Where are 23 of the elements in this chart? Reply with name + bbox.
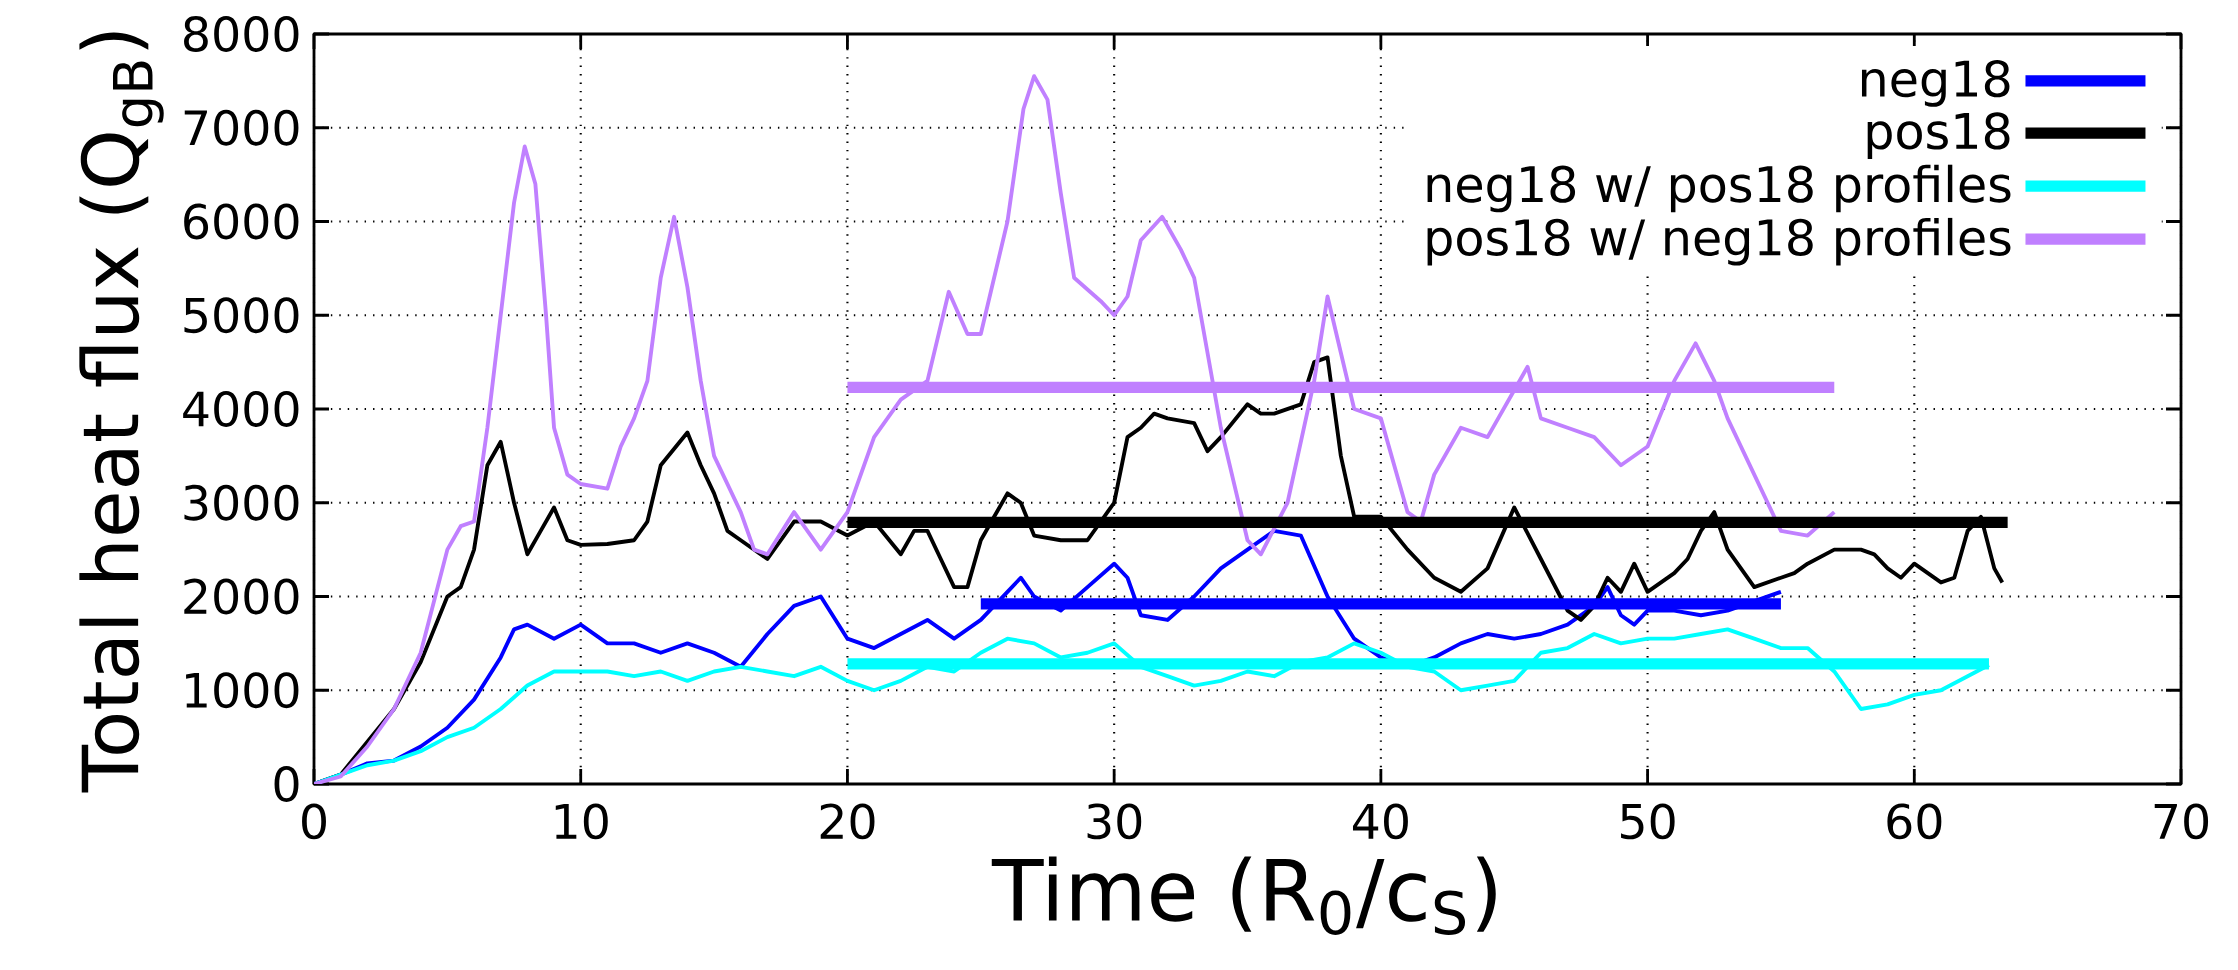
y-tick-label: 7000 bbox=[184, 109, 299, 146]
x-tick-label: 0 bbox=[302, 803, 326, 840]
y-tick-label: 5000 bbox=[184, 297, 299, 334]
y-tick-label: 6000 bbox=[184, 203, 299, 240]
y-tick-label: 2000 bbox=[184, 578, 299, 615]
x-tick-label: 70 bbox=[2154, 803, 2209, 840]
legend-label: neg18 bbox=[1861, 59, 2010, 107]
y-tick-label: 4000 bbox=[183, 391, 299, 427]
legend-label: pos18 w/ neg18 profiles bbox=[1427, 217, 2011, 266]
x-tick-label: 30 bbox=[1087, 803, 1142, 840]
x-tick-label: 40 bbox=[1352, 803, 1408, 840]
y-tick-label: 1000 bbox=[186, 672, 299, 709]
y-tick-label: 8000 bbox=[184, 16, 299, 52]
y-axis-title: Total heat flux (Q$_{gB}$) bbox=[79, 32, 164, 793]
x-tick-label: 60 bbox=[1887, 803, 1942, 840]
y-tick-label: 3000 bbox=[184, 484, 299, 521]
x-tick-label: 10 bbox=[555, 803, 608, 840]
x-tick-label: 20 bbox=[820, 803, 875, 840]
x-tick-label: 50 bbox=[1621, 803, 1675, 840]
legend-label: neg18 w/ pos18 profiles bbox=[1427, 164, 2011, 213]
y-tick-label: 0 bbox=[274, 766, 299, 802]
x-axis-title: Time (R$_{0}$/c$_{S}$) bbox=[991, 856, 1496, 936]
legend-label: pos18 bbox=[1867, 112, 2010, 160]
